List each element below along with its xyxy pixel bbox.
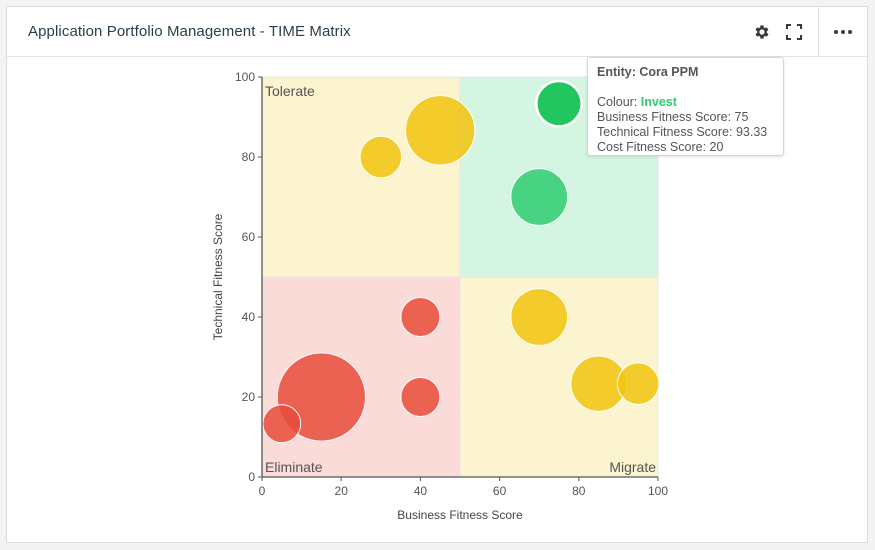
x-tick-label: 0: [259, 484, 266, 498]
data-bubble[interactable]: [262, 404, 302, 444]
header-separator: [818, 7, 819, 56]
data-bubble[interactable]: [405, 95, 476, 166]
data-bubble[interactable]: [510, 288, 569, 346]
data-bubble[interactable]: [359, 135, 403, 179]
quadrant-label-tolerate: Tolerate: [265, 83, 315, 99]
tooltip-cost-score: Cost Fitness Score: 20: [597, 140, 724, 154]
y-axis-label: Technical Fitness Score: [211, 213, 225, 340]
panel-header: Application Portfolio Management - TIME …: [7, 7, 867, 57]
y-tick-label: 100: [235, 70, 255, 84]
tooltip-colour: Colour: Invest: [597, 95, 774, 110]
data-bubble[interactable]: [400, 296, 441, 338]
panel-title: Application Portfolio Management - TIME …: [28, 23, 351, 40]
data-bubble[interactable]: [535, 79, 583, 128]
tooltip-entity: Entity: Cora PPM: [597, 65, 699, 79]
x-tick-label: 40: [414, 484, 428, 498]
x-tick-label: 100: [648, 484, 668, 498]
y-tick-label: 0: [248, 470, 255, 484]
x-tick-label: 80: [572, 484, 586, 498]
tooltip-colour-value: Invest: [640, 95, 677, 109]
tooltip-business-score: Business Fitness Score: 75: [597, 110, 749, 124]
data-bubble[interactable]: [616, 362, 660, 405]
y-tick-label: 20: [242, 390, 256, 404]
y-tick-label: 80: [242, 150, 256, 164]
quadrant-label-migrate: Migrate: [609, 459, 656, 475]
more-icon[interactable]: [829, 18, 857, 46]
tooltip-colour-label: Colour:: [597, 95, 638, 109]
x-tick-label: 20: [335, 484, 349, 498]
fullscreen-icon[interactable]: [780, 18, 808, 46]
gear-icon[interactable]: [748, 18, 776, 46]
y-tick-label: 40: [242, 310, 256, 324]
x-tick-label: 60: [493, 484, 507, 498]
chart-tooltip: Entity: Cora PPM Colour: Invest Business…: [587, 57, 784, 156]
data-bubble[interactable]: [400, 376, 441, 418]
x-axis-label: Business Fitness Score: [397, 508, 523, 522]
quadrant-label-eliminate: Eliminate: [265, 459, 323, 475]
tooltip-technical-score: Technical Fitness Score: 93.33: [597, 125, 768, 139]
data-bubble[interactable]: [510, 168, 569, 226]
y-tick-label: 60: [242, 230, 256, 244]
